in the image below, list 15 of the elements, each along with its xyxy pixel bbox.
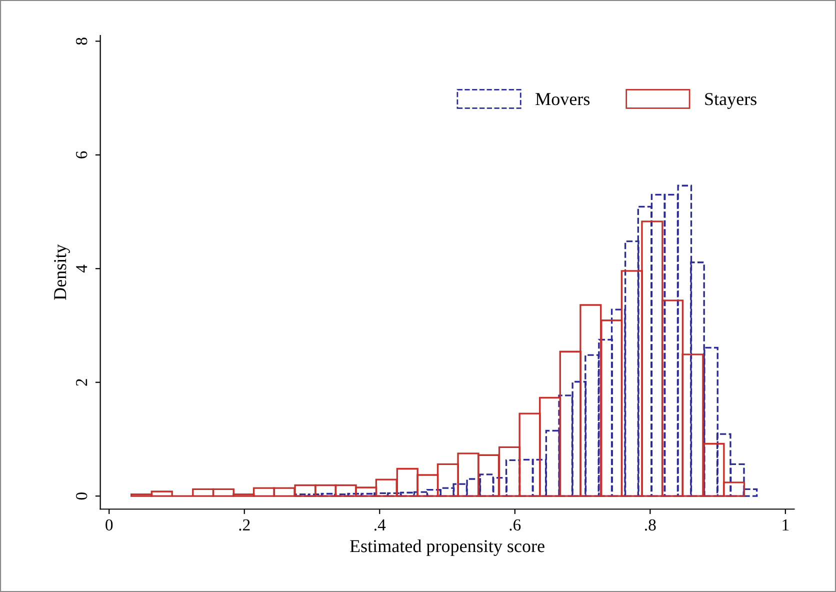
x-tick-label: .6 — [510, 519, 521, 531]
y-axis-title: Density — [54, 244, 70, 300]
y-tick-label: 4 — [76, 264, 88, 272]
y-tick-label: 6 — [76, 151, 88, 158]
legend-label: Stayers — [705, 93, 756, 109]
y-tick-label: 8 — [76, 38, 88, 45]
x-tick-label: .8 — [645, 519, 656, 531]
x-tick-label: .4 — [374, 519, 386, 531]
y-tick-label: 0 — [76, 492, 88, 500]
legend-label: Movers — [536, 93, 590, 106]
y-tick-label: 2 — [76, 379, 88, 386]
x-tick-label: 1 — [782, 519, 789, 530]
x-axis-title: Estimated propensity score — [350, 540, 544, 556]
x-tick-label: .2 — [239, 519, 250, 531]
x-tick-label: 0 — [106, 519, 113, 531]
